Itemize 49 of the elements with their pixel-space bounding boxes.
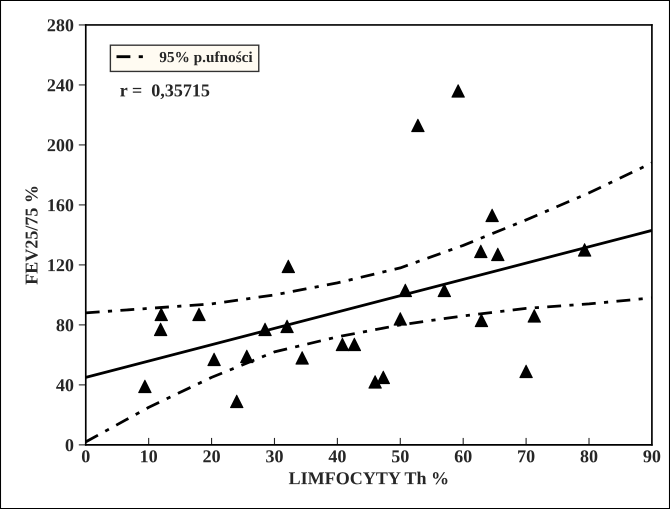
point: [348, 338, 362, 352]
point: [295, 351, 309, 365]
x-tick-label: 40: [328, 450, 346, 462]
x-tick-label: 50: [392, 450, 409, 462]
y-tick-label: 80: [56, 319, 74, 332]
point: [368, 375, 382, 389]
y-tick-label: 120: [48, 259, 74, 272]
point: [394, 312, 407, 326]
y-tick-label: 200: [48, 139, 74, 152]
point: [438, 284, 452, 298]
y-tick-label: 240: [48, 79, 74, 92]
point: [411, 118, 425, 132]
point: [376, 370, 390, 384]
legend-label: 95% p.ufności: [160, 51, 252, 66]
point: [138, 380, 152, 394]
point: [282, 260, 296, 274]
x-tick-label: 30: [266, 450, 283, 462]
y-tick-label: 0: [66, 439, 74, 452]
x-tick-label: 0: [82, 450, 90, 462]
point: [230, 394, 244, 408]
y-tick-label: 280: [48, 19, 74, 32]
point: [398, 284, 412, 298]
y-axis-title: FEV25/75 %: [25, 186, 38, 284]
annotation: r = 0,35715: [120, 84, 210, 100]
point: [192, 308, 206, 322]
x-tick-label: 90: [643, 450, 660, 462]
point: [491, 248, 505, 262]
point: [258, 322, 272, 336]
x-tick-label: 80: [580, 450, 598, 462]
x-tick-label: 60: [454, 450, 472, 462]
x-tick-label: 10: [141, 450, 158, 462]
x-tick-label: 20: [203, 450, 220, 462]
point: [474, 314, 488, 328]
point: [336, 338, 350, 352]
y-tick-label: 160: [48, 199, 74, 212]
point: [578, 243, 592, 257]
point: [207, 352, 221, 366]
y-tick-label: 40: [56, 379, 74, 392]
point: [474, 244, 488, 258]
point: [451, 84, 465, 98]
point: [154, 322, 168, 336]
point: [485, 208, 499, 222]
point: [154, 308, 168, 322]
point: [528, 309, 541, 323]
point: [240, 350, 254, 364]
point: [280, 320, 294, 334]
x-tick-label: 70: [518, 450, 534, 462]
point: [519, 364, 533, 378]
x-axis-title: LIMFOCYTY Th %: [288, 472, 448, 484]
